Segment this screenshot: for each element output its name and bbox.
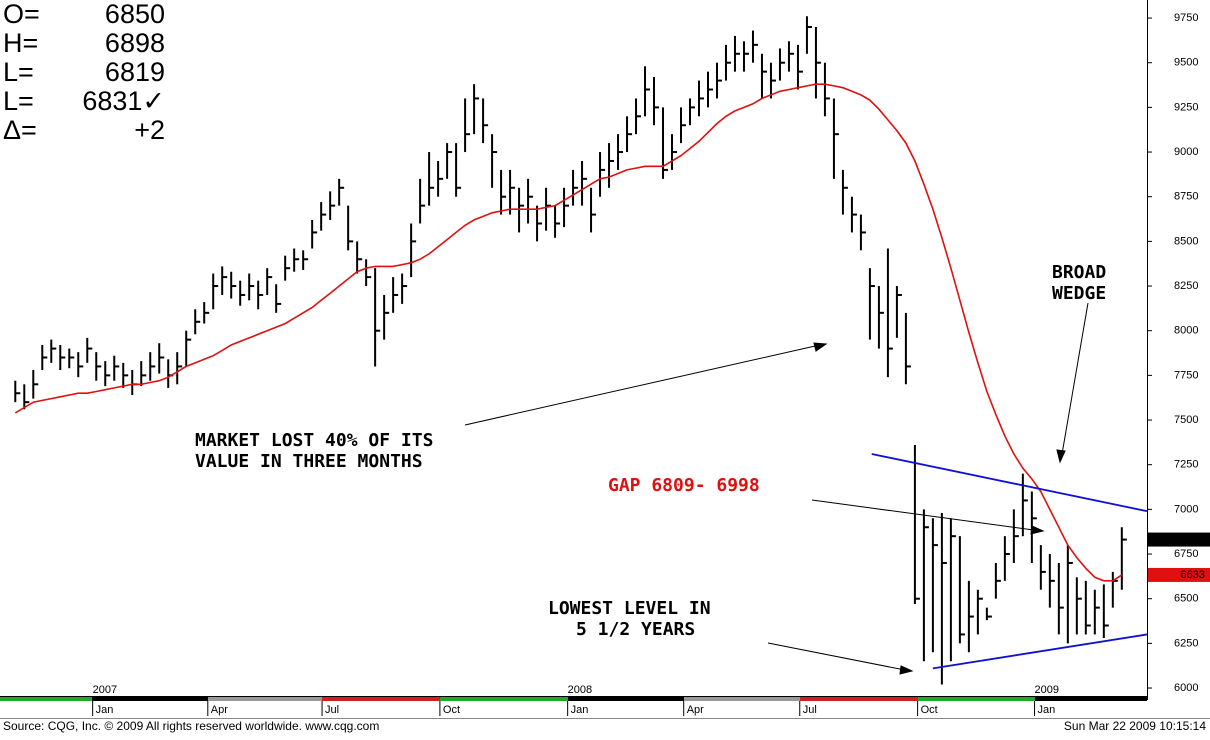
annotation: LOWEST LEVEL IN: [548, 598, 711, 619]
y-tick-label: 9000: [1174, 146, 1198, 158]
y-tick-label: 6000: [1174, 682, 1198, 694]
x-tick-label: Jul: [325, 704, 339, 716]
x-tick-label: Oct: [921, 704, 938, 716]
info-value: +2: [134, 115, 165, 145]
price-tag-label: 6633: [1181, 569, 1205, 581]
info-value: 6898: [105, 28, 165, 58]
source: Source: CQG, Inc. © 2009 All rights rese…: [3, 719, 379, 733]
price-tag: [1148, 567, 1210, 582]
time-strip: [0, 697, 1147, 701]
year-label: 2007: [93, 684, 117, 696]
x-tick-label: Jul: [803, 704, 817, 716]
annotation: 5 1/2 YEARS: [576, 619, 695, 640]
info-value: 6819: [105, 57, 165, 87]
annotation: VALUE IN THREE MONTHS: [195, 451, 423, 472]
info-label: L=: [3, 57, 34, 87]
y-tick-label: 8750: [1174, 191, 1198, 203]
y-tick-label: 8000: [1174, 325, 1198, 337]
y-tick-label: 9250: [1174, 101, 1198, 113]
y-tick-label: 6250: [1174, 637, 1198, 649]
info-label: L=: [3, 86, 34, 116]
trendline: [871, 453, 1148, 513]
y-tick-label: 9500: [1174, 57, 1198, 69]
y-tick-label: 8500: [1174, 235, 1198, 247]
price-tag-label: 6831: [1181, 533, 1205, 545]
y-tick-label: 7250: [1174, 459, 1198, 471]
x-tick-label: Oct: [443, 704, 460, 716]
arrows: [464, 302, 1089, 675]
y-tick-label: 6750: [1174, 548, 1198, 560]
y-tick-label: 8250: [1174, 280, 1198, 292]
trendline: [932, 633, 1148, 670]
info-value: 6850: [105, 0, 165, 29]
annotation: BROAD: [1052, 262, 1106, 283]
y-tick-label: 7000: [1174, 503, 1198, 515]
annotation: GAP 6809- 6998: [608, 475, 760, 496]
annotation: MARKET LOST 40% OF ITS: [195, 430, 433, 451]
x-tick-label: Jan: [96, 704, 114, 716]
info-value: 6831✓: [82, 86, 165, 116]
year-label: 2008: [568, 684, 592, 696]
year-label: 2009: [1035, 684, 1059, 696]
x-tick-label: Jan: [571, 704, 589, 716]
price-tag: [1148, 532, 1210, 547]
info-label: H=: [3, 28, 38, 58]
y-tick-label: 7750: [1174, 369, 1198, 381]
info-label: Δ=: [3, 115, 37, 145]
x-tick-label: Jan: [1038, 704, 1056, 716]
price-bars: [14, 16, 1127, 685]
x-tick-label: Apr: [687, 704, 704, 716]
y-tick-label: 6500: [1174, 593, 1198, 605]
info-label: O=: [3, 0, 40, 29]
moving-average: [14, 83, 1123, 582]
y-tick-label: 9750: [1174, 12, 1198, 24]
timestamp: Sun Mar 22 2009 10:15:14: [1064, 719, 1206, 733]
x-tick-label: Apr: [211, 704, 228, 716]
y-tick-label: 7500: [1174, 414, 1198, 426]
annotation: WEDGE: [1052, 283, 1106, 304]
